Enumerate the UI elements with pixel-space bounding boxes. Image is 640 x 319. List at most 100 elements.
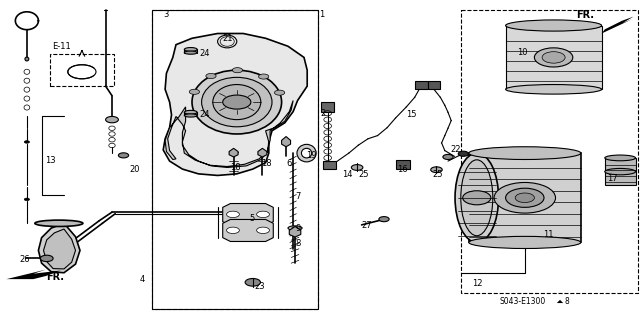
Circle shape [223,95,251,109]
Ellipse shape [506,85,602,94]
Text: 20: 20 [129,165,140,174]
Ellipse shape [468,147,581,160]
Ellipse shape [301,148,312,158]
Circle shape [379,217,389,222]
Text: 13: 13 [45,156,56,165]
Circle shape [24,141,29,143]
Circle shape [506,188,544,207]
Text: 26: 26 [19,255,30,263]
Text: 8: 8 [564,297,569,306]
Circle shape [275,90,285,95]
Ellipse shape [212,85,261,120]
Ellipse shape [288,226,302,230]
Circle shape [515,193,534,203]
Polygon shape [602,17,634,33]
Text: 18: 18 [230,163,241,172]
Ellipse shape [35,220,83,226]
Text: FR.: FR. [46,272,64,282]
Text: 12: 12 [472,279,483,288]
Polygon shape [282,137,291,147]
Polygon shape [428,81,440,89]
Text: 25: 25 [433,170,443,179]
Circle shape [232,68,243,73]
Circle shape [257,211,269,218]
Bar [506,26,602,89]
Ellipse shape [184,114,197,117]
Text: 14: 14 [342,170,352,179]
Text: FR.: FR. [576,10,594,20]
Text: 4: 4 [140,275,145,284]
Bar [605,158,636,185]
Polygon shape [289,226,301,237]
Circle shape [494,182,556,213]
Polygon shape [396,160,410,169]
Text: 25: 25 [358,170,369,179]
Polygon shape [415,81,428,89]
Circle shape [227,227,239,234]
Text: 10: 10 [517,48,527,57]
Ellipse shape [461,160,493,236]
Bar [468,153,581,242]
Polygon shape [323,161,336,169]
Ellipse shape [184,110,197,114]
Text: 21: 21 [223,34,233,43]
Polygon shape [321,102,334,112]
Polygon shape [165,100,293,167]
Text: 22: 22 [450,145,460,154]
Ellipse shape [468,236,581,249]
Text: 24: 24 [200,110,210,119]
Text: 3: 3 [163,11,168,19]
Polygon shape [229,148,238,157]
Text: 23: 23 [255,282,266,291]
Text: 8: 8 [296,239,301,248]
Text: 15: 15 [406,110,417,119]
Text: 16: 16 [397,165,408,174]
Text: 19: 19 [306,151,316,160]
Circle shape [245,278,260,286]
Ellipse shape [292,227,298,229]
Circle shape [40,255,53,262]
Ellipse shape [184,51,197,54]
Text: 7: 7 [296,192,301,201]
Circle shape [534,48,573,67]
Text: 18: 18 [261,159,272,168]
Circle shape [463,191,491,205]
Circle shape [227,211,239,218]
Ellipse shape [455,153,499,242]
Text: 5: 5 [250,214,255,223]
Circle shape [351,165,363,170]
Bar [50,54,114,86]
Ellipse shape [25,57,29,61]
Text: 1: 1 [319,10,324,19]
Circle shape [443,154,453,160]
Polygon shape [223,204,273,226]
Ellipse shape [506,20,602,31]
Polygon shape [223,219,273,241]
Polygon shape [44,229,76,269]
Circle shape [542,52,565,63]
Polygon shape [258,148,267,157]
Text: 24: 24 [200,49,210,58]
Polygon shape [6,270,61,279]
Text: E-11: E-11 [52,42,71,51]
Ellipse shape [184,48,197,51]
Text: 11: 11 [543,230,553,239]
Ellipse shape [605,168,636,175]
Text: 27: 27 [362,221,372,230]
Circle shape [458,151,468,156]
Circle shape [431,167,442,173]
Circle shape [259,74,269,79]
Text: 9: 9 [296,224,301,233]
Circle shape [118,153,129,158]
Ellipse shape [297,144,316,162]
Circle shape [24,198,29,201]
Circle shape [106,116,118,123]
Polygon shape [557,300,563,303]
Polygon shape [38,223,80,273]
Text: 2: 2 [320,109,325,118]
Ellipse shape [192,70,282,134]
Circle shape [189,89,200,94]
Ellipse shape [605,155,636,161]
Text: 6: 6 [287,159,292,168]
Ellipse shape [202,77,272,127]
